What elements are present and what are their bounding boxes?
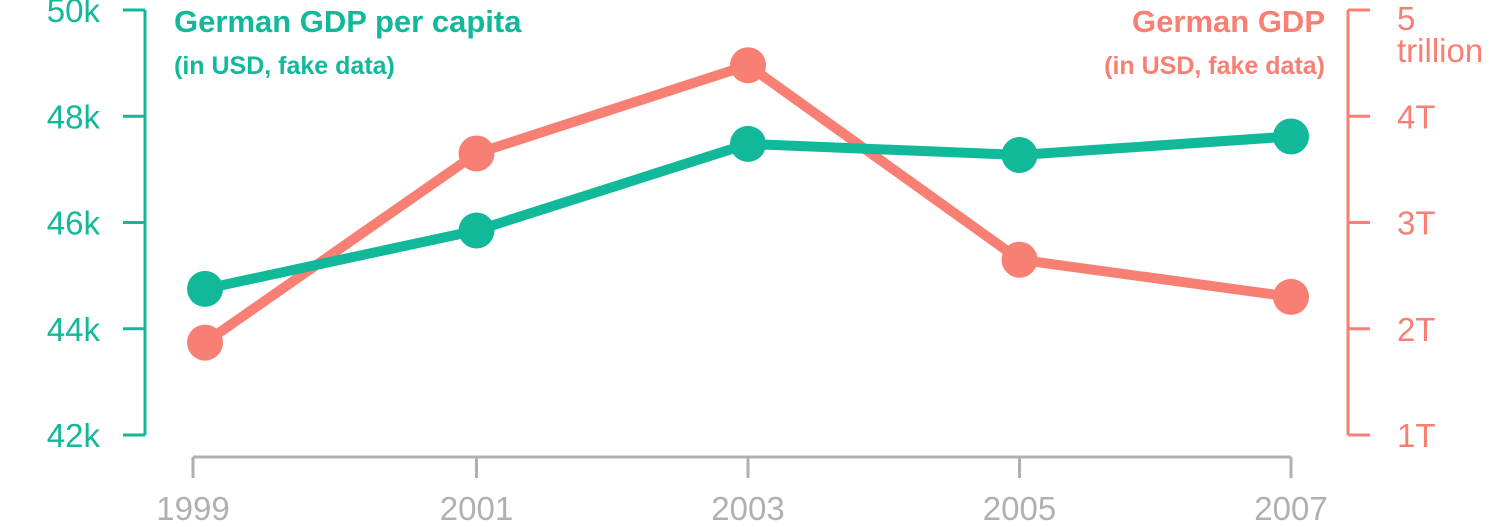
left-y-axis-ticks: 42k 44k 46k 48k 50k — [47, 0, 145, 454]
right-y-top-tick-unit: trillion — [1397, 32, 1483, 69]
gdp-per-capita-data-point — [1273, 118, 1309, 155]
x-axis-ticks: 1999 2001 2003 2005 2007 — [156, 457, 1328, 527]
left-y-tick-label: 50k — [47, 0, 101, 29]
left-y-tick-label: 48k — [47, 98, 101, 135]
right-y-top-tick-value: 5 — [1397, 0, 1415, 37]
right-y-tick-label: 4T — [1397, 98, 1436, 135]
right-axis-title: German GDP — [1132, 4, 1325, 39]
left-axis-title: German GDP per capita — [174, 4, 522, 39]
left-y-tick-label: 42k — [47, 417, 101, 454]
right-y-tick-label: 2T — [1397, 311, 1436, 348]
right-axis-subtitle: (in USD, fake data) — [1104, 52, 1325, 80]
x-tick-label: 2003 — [711, 490, 784, 527]
left-y-tick-label: 44k — [47, 311, 101, 348]
gdp-per-capita-data-point — [730, 125, 766, 162]
right-y-tick-label: 3T — [1397, 205, 1436, 242]
gdp-data-point — [730, 47, 766, 84]
series — [187, 47, 1309, 361]
x-tick-label: 1999 — [156, 490, 229, 527]
gdp-per-capita-data-point — [458, 212, 495, 249]
left-axis-subtitle: (in USD, fake data) — [174, 52, 395, 80]
gdp-data-point — [187, 324, 223, 361]
gdp-per-capita-data-point — [1001, 137, 1038, 174]
x-tick-label: 2007 — [1254, 490, 1327, 527]
left-y-tick-label: 46k — [47, 205, 101, 242]
gdp-data-point — [458, 135, 495, 172]
x-tick-label: 2005 — [983, 490, 1056, 527]
gdp-series-line — [200, 60, 1296, 348]
gdp-data-point — [1001, 241, 1038, 278]
right-y-tick-label: 1T — [1397, 417, 1436, 454]
x-tick-label: 2001 — [440, 490, 513, 527]
gdp-data-point — [1273, 278, 1309, 315]
gdp-per-capita-data-point — [187, 270, 223, 307]
